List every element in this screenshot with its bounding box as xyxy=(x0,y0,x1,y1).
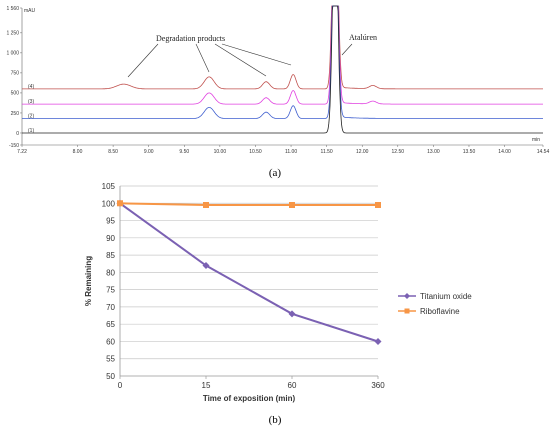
chromatogram-y-tick-label: 0 xyxy=(16,131,19,137)
chromatogram-x-tick-label: 9.00 xyxy=(144,149,154,155)
chromatogram-trace xyxy=(22,5,543,119)
chromatogram-y-tick-label: 250 xyxy=(11,111,20,117)
chromatogram-x-tick-label: 11.50 xyxy=(321,149,333,155)
chromatogram-x-tick-label: 12.50 xyxy=(392,149,405,155)
chromatogram-x-tick-label: 10.00 xyxy=(214,149,227,155)
chromatogram-y-tick-label: 750 xyxy=(11,71,20,77)
chromatogram-y-tick-label: 500 xyxy=(11,91,20,97)
remaining-line-chart: 50 55 60 65 70 75 80 85 90 95 100 105 0 15 60 360 % Re… xyxy=(84,182,472,403)
line-chart-y-ticks: 50 55 60 65 70 75 80 85 90 95 100 105 xyxy=(102,182,116,381)
y-tick-label: 95 xyxy=(106,217,115,226)
data-point xyxy=(375,202,381,208)
line-chart-series xyxy=(116,199,382,345)
series-line xyxy=(119,202,379,343)
y-tick-label: 65 xyxy=(106,320,115,329)
arrow-degradation-4 xyxy=(221,43,292,66)
chromatogram-y-tick-label: 1 560 xyxy=(6,6,19,12)
chromatogram-x-tick-label: 10.50 xyxy=(249,149,262,155)
y-tick-label: 100 xyxy=(102,199,116,208)
legend: Titanium oxide Riboflavine xyxy=(398,292,472,316)
y-tick-label: 75 xyxy=(106,286,115,295)
chromatogram-x-ticks: 7.22 8.00 8.50 9.00 9.50 10.00 10.50 11.00 11.50… xyxy=(17,145,549,155)
chromatogram-y-tick-label: -150 xyxy=(9,143,19,149)
chromatogram-trace-label: (4) xyxy=(28,84,34,90)
annotation-ataluren: Atalúren xyxy=(349,33,377,42)
chromatogram-x-tick-label: 7.22 xyxy=(17,149,27,155)
legend-marker-titanium-oxide xyxy=(404,293,410,299)
data-point xyxy=(288,310,296,318)
chromatogram-x-tick-label: 9.50 xyxy=(179,149,189,155)
y-tick-label: 55 xyxy=(106,355,115,364)
y-tick-label: 50 xyxy=(106,372,115,381)
data-point xyxy=(374,337,382,345)
legend-label-titanium-oxide: Titanium oxide xyxy=(420,292,472,301)
arrow-degradation-1 xyxy=(127,43,159,78)
chromatogram-x-tick-label: 13.50 xyxy=(463,149,476,155)
data-point xyxy=(289,202,295,208)
panel-label-a: (a) xyxy=(269,167,282,179)
chromatogram-y-unit: mAU xyxy=(24,8,36,14)
chromatogram: mAU min 1 560 1 250 1 000 750 500 250 0 -150 7.… xyxy=(6,5,549,155)
chromatogram-x-tick-label: 14.00 xyxy=(498,149,511,155)
data-point xyxy=(203,202,209,208)
chromatogram-x-tick-label: 13.00 xyxy=(427,149,440,155)
legend-label-riboflavine: Riboflavine xyxy=(420,307,460,316)
x-tick-label: 60 xyxy=(288,381,297,390)
chromatogram-traces xyxy=(22,5,543,134)
line-chart-y-label: % Remaining xyxy=(84,256,93,306)
chromatogram-x-tick-label: 8.00 xyxy=(73,149,83,155)
line-chart-grid xyxy=(120,185,378,360)
chromatogram-y-tick-label: 1 250 xyxy=(6,31,19,37)
chromatogram-trace xyxy=(22,5,543,105)
data-point xyxy=(202,261,210,269)
y-tick-label: 80 xyxy=(106,268,115,277)
arrow-degradation-3 xyxy=(214,43,267,77)
chromatogram-trace-labels: (4) (3) (2) (1) xyxy=(28,84,34,134)
y-tick-label: 90 xyxy=(106,234,115,243)
chromatogram-trace-label: (1) xyxy=(28,128,34,134)
line-chart-x-ticks: 0 15 60 360 xyxy=(118,376,385,390)
chromatogram-x-tick-label: 8.50 xyxy=(108,149,118,155)
arrow-degradation-2 xyxy=(195,43,210,73)
chromatogram-y-tick-label: 1 000 xyxy=(6,51,19,57)
y-tick-label: 70 xyxy=(106,303,115,312)
chromatogram-y-ticks: 1 560 1 250 1 000 750 500 250 0 -150 xyxy=(6,6,22,149)
chromatogram-trace-label: (2) xyxy=(28,114,34,120)
chromatogram-trace-label: (3) xyxy=(28,99,34,105)
y-tick-label: 85 xyxy=(106,251,115,260)
panel-label-b: (b) xyxy=(269,414,282,426)
x-tick-label: 0 xyxy=(118,381,123,390)
chromatogram-x-tick-label: 11.00 xyxy=(285,149,297,155)
data-point xyxy=(117,200,123,207)
chromatogram-x-unit: min xyxy=(532,137,540,143)
annotation-degradation-products: Degradation products xyxy=(156,34,225,43)
arrow-ataluren xyxy=(341,43,353,56)
x-tick-label: 15 xyxy=(202,381,211,390)
chromatogram-x-tick-label: 12.00 xyxy=(356,149,369,155)
line-chart-x-label: Time of exposition (min) xyxy=(203,394,296,403)
legend-marker-riboflavine xyxy=(404,308,410,314)
chromatogram-x-tick-label: 14.54 xyxy=(537,149,550,155)
x-tick-label: 360 xyxy=(371,381,385,390)
series-line xyxy=(119,202,378,206)
chromatogram-plot-area xyxy=(20,8,545,145)
chromatogram-trace xyxy=(22,5,543,134)
y-tick-label: 105 xyxy=(102,182,116,191)
y-tick-label: 60 xyxy=(106,337,115,346)
chromatogram-trace xyxy=(22,5,543,90)
